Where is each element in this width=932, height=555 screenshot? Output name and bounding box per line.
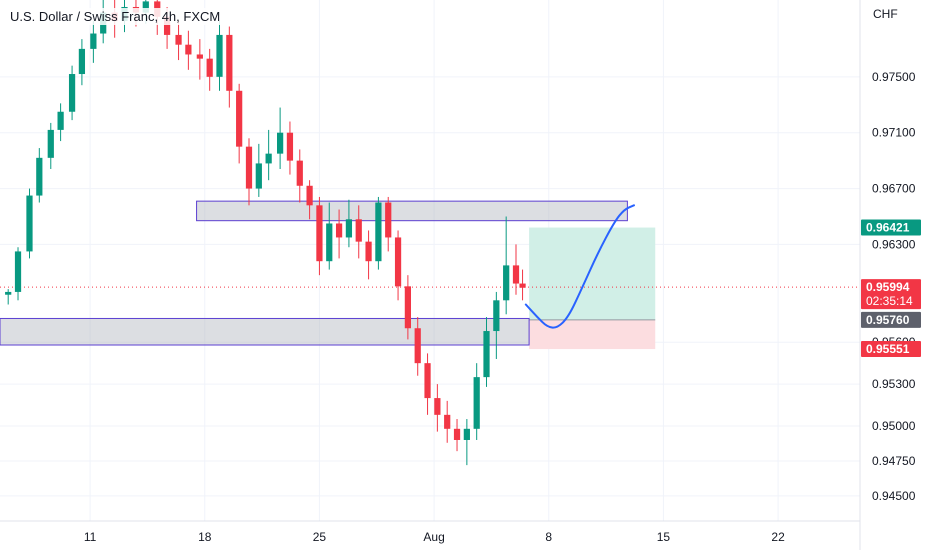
candle-body (265, 153, 272, 164)
price-label-box (861, 341, 921, 358)
price-label-box (861, 311, 921, 328)
profit-zone (529, 227, 656, 320)
drawing-overlays[interactable] (0, 200, 860, 350)
y-tick-label: 0.96700 (872, 182, 916, 196)
candle-body (142, 1, 149, 13)
candle-body (326, 223, 333, 262)
currency-label: CHF (873, 7, 898, 21)
y-tick-label: 0.94750 (872, 454, 916, 468)
y-tick-label: 0.97500 (872, 70, 916, 84)
candle-body (473, 377, 480, 429)
candle-body (277, 132, 284, 154)
y-tick-label: 0.95300 (872, 377, 916, 391)
candle-body (365, 241, 372, 262)
candle-body (286, 132, 294, 161)
candle-body (512, 265, 520, 284)
axes: 0.945000.947500.950000.953000.956000.963… (0, 0, 916, 550)
candle-body (503, 265, 510, 301)
candle-body (296, 160, 303, 186)
x-tick-label: Aug (423, 530, 444, 544)
price-label-text: 0.95994 (866, 280, 910, 294)
candle-body (255, 163, 262, 189)
price-label-text: 0.96421 (866, 221, 910, 235)
candle-body (306, 185, 313, 206)
candle-body (519, 283, 526, 288)
candle-body (206, 58, 213, 77)
candle-body (14, 251, 22, 292)
grid-lines (0, 0, 860, 521)
x-tick-label: 15 (657, 530, 671, 544)
candle-body (385, 202, 392, 238)
candle-body (316, 205, 323, 262)
price-label-box (861, 219, 921, 236)
price-label-box (861, 279, 921, 310)
y-tick-label: 0.95000 (872, 419, 916, 433)
candles (5, 0, 526, 466)
candle-body (236, 90, 243, 147)
candle-body (163, 16, 171, 35)
resistance-zone (196, 200, 628, 222)
price-label-text: 0.95551 (866, 342, 910, 356)
y-tick-label: 0.97100 (872, 126, 916, 140)
candle-body (424, 363, 431, 399)
x-tick-label: 18 (198, 530, 212, 544)
candle-body (226, 34, 233, 91)
candle-body (175, 34, 182, 45)
candle-body (196, 54, 203, 59)
candle-body (26, 195, 33, 252)
candle-body (394, 237, 402, 287)
support-zone (0, 317, 530, 346)
candle-body (345, 219, 353, 238)
symbol-title[interactable]: U.S. Dollar / Swiss Franc, 4h, FXCM (8, 8, 223, 25)
candle-body (375, 202, 382, 262)
y-tick-label: 0.94500 (872, 489, 916, 503)
candle-body (245, 146, 253, 189)
candle-body (90, 33, 97, 49)
candle-body (493, 300, 500, 332)
loss-zone (529, 319, 656, 350)
candle-body (68, 74, 76, 112)
x-tick-label: 8 (545, 530, 552, 544)
projection-curve (524, 204, 635, 329)
candle-body (216, 34, 223, 77)
candle-body (414, 328, 421, 364)
candle-body (78, 48, 86, 75)
countdown-label: 02:35:14 (866, 294, 913, 308)
projection-drawing[interactable] (524, 204, 635, 329)
candle-body (453, 428, 461, 440)
candle-body (57, 111, 64, 130)
candle-body (355, 219, 362, 242)
y-tick-label: 0.96300 (872, 237, 916, 251)
candle-body (434, 398, 441, 415)
candle-body (335, 223, 343, 238)
x-tick-label: 11 (84, 530, 97, 544)
candle-body (483, 331, 490, 378)
x-tick-label: 22 (771, 530, 785, 544)
candle-body (463, 428, 470, 440)
candle-body (444, 414, 451, 429)
candle-body (185, 44, 192, 55)
price-label-text: 0.95760 (866, 313, 910, 327)
candle-body (5, 291, 12, 295)
x-tick-label: 25 (313, 530, 327, 544)
candle-body (47, 129, 54, 158)
candle-body (36, 157, 43, 196)
candle-body (404, 286, 411, 329)
